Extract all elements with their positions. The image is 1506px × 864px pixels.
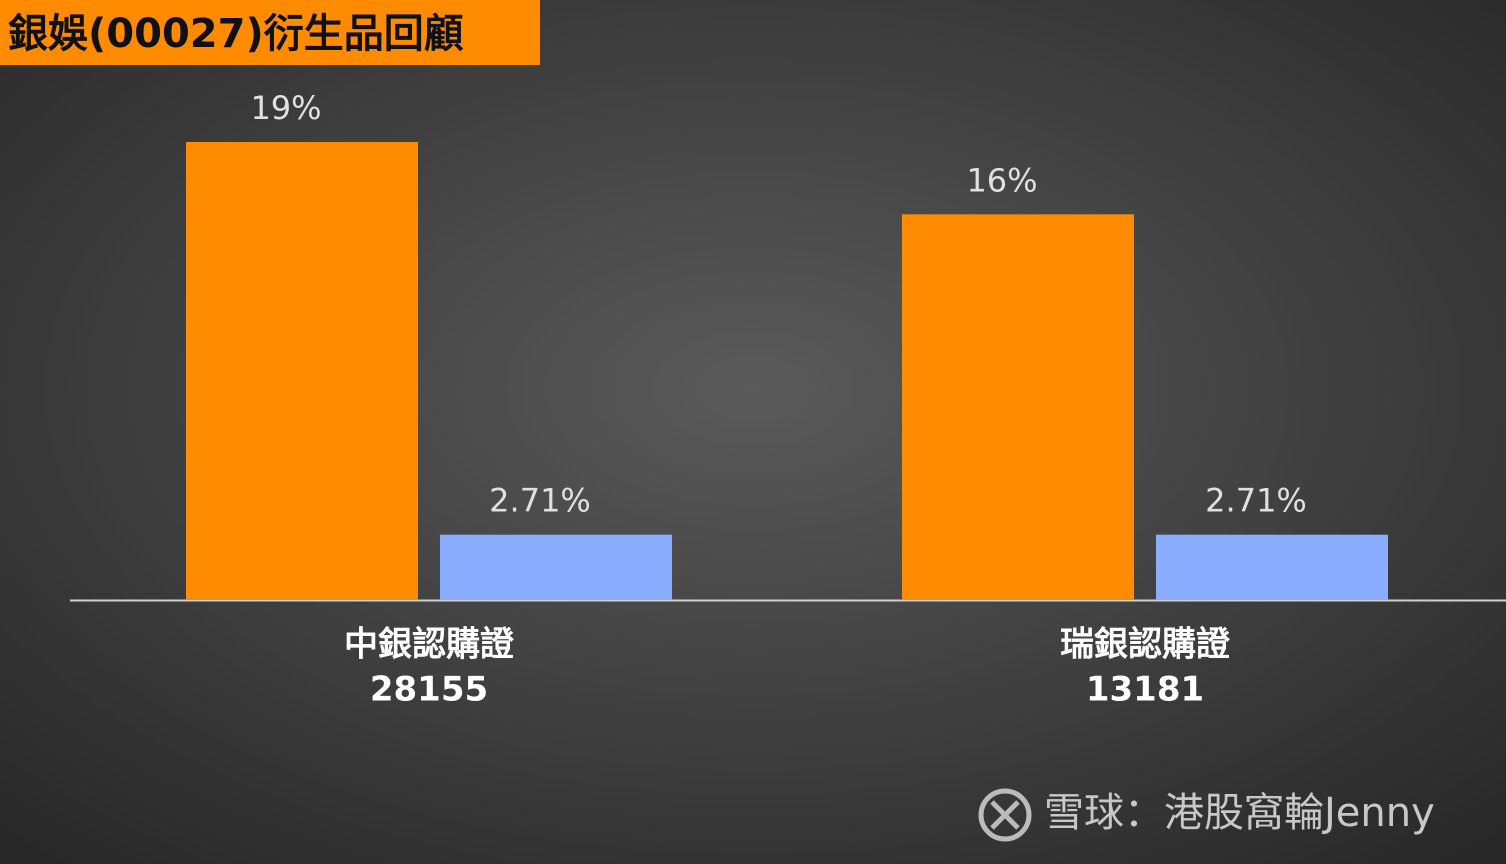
x-tick-label: 13181 (1086, 670, 1204, 710)
x-tick-label: 中銀認購證 (344, 625, 515, 665)
watermark: 雪球：港股窩輪Jenny (1044, 790, 1435, 836)
x-tick-label: 28155 (370, 670, 488, 710)
chart-title: 銀娛(00027)衍生品回顧 (8, 11, 464, 57)
value-label: 2.71% (1205, 482, 1307, 520)
bar (902, 214, 1134, 600)
value-label: 16% (966, 161, 1037, 199)
bar (1156, 534, 1388, 600)
x-tick-label: 瑞銀認購證 (1060, 625, 1231, 665)
value-label: 19% (250, 89, 321, 127)
bar (186, 142, 418, 600)
watermark-icon (978, 788, 1032, 842)
value-label: 2.71% (489, 482, 591, 520)
title-box (0, 0, 540, 65)
bar (440, 534, 672, 600)
